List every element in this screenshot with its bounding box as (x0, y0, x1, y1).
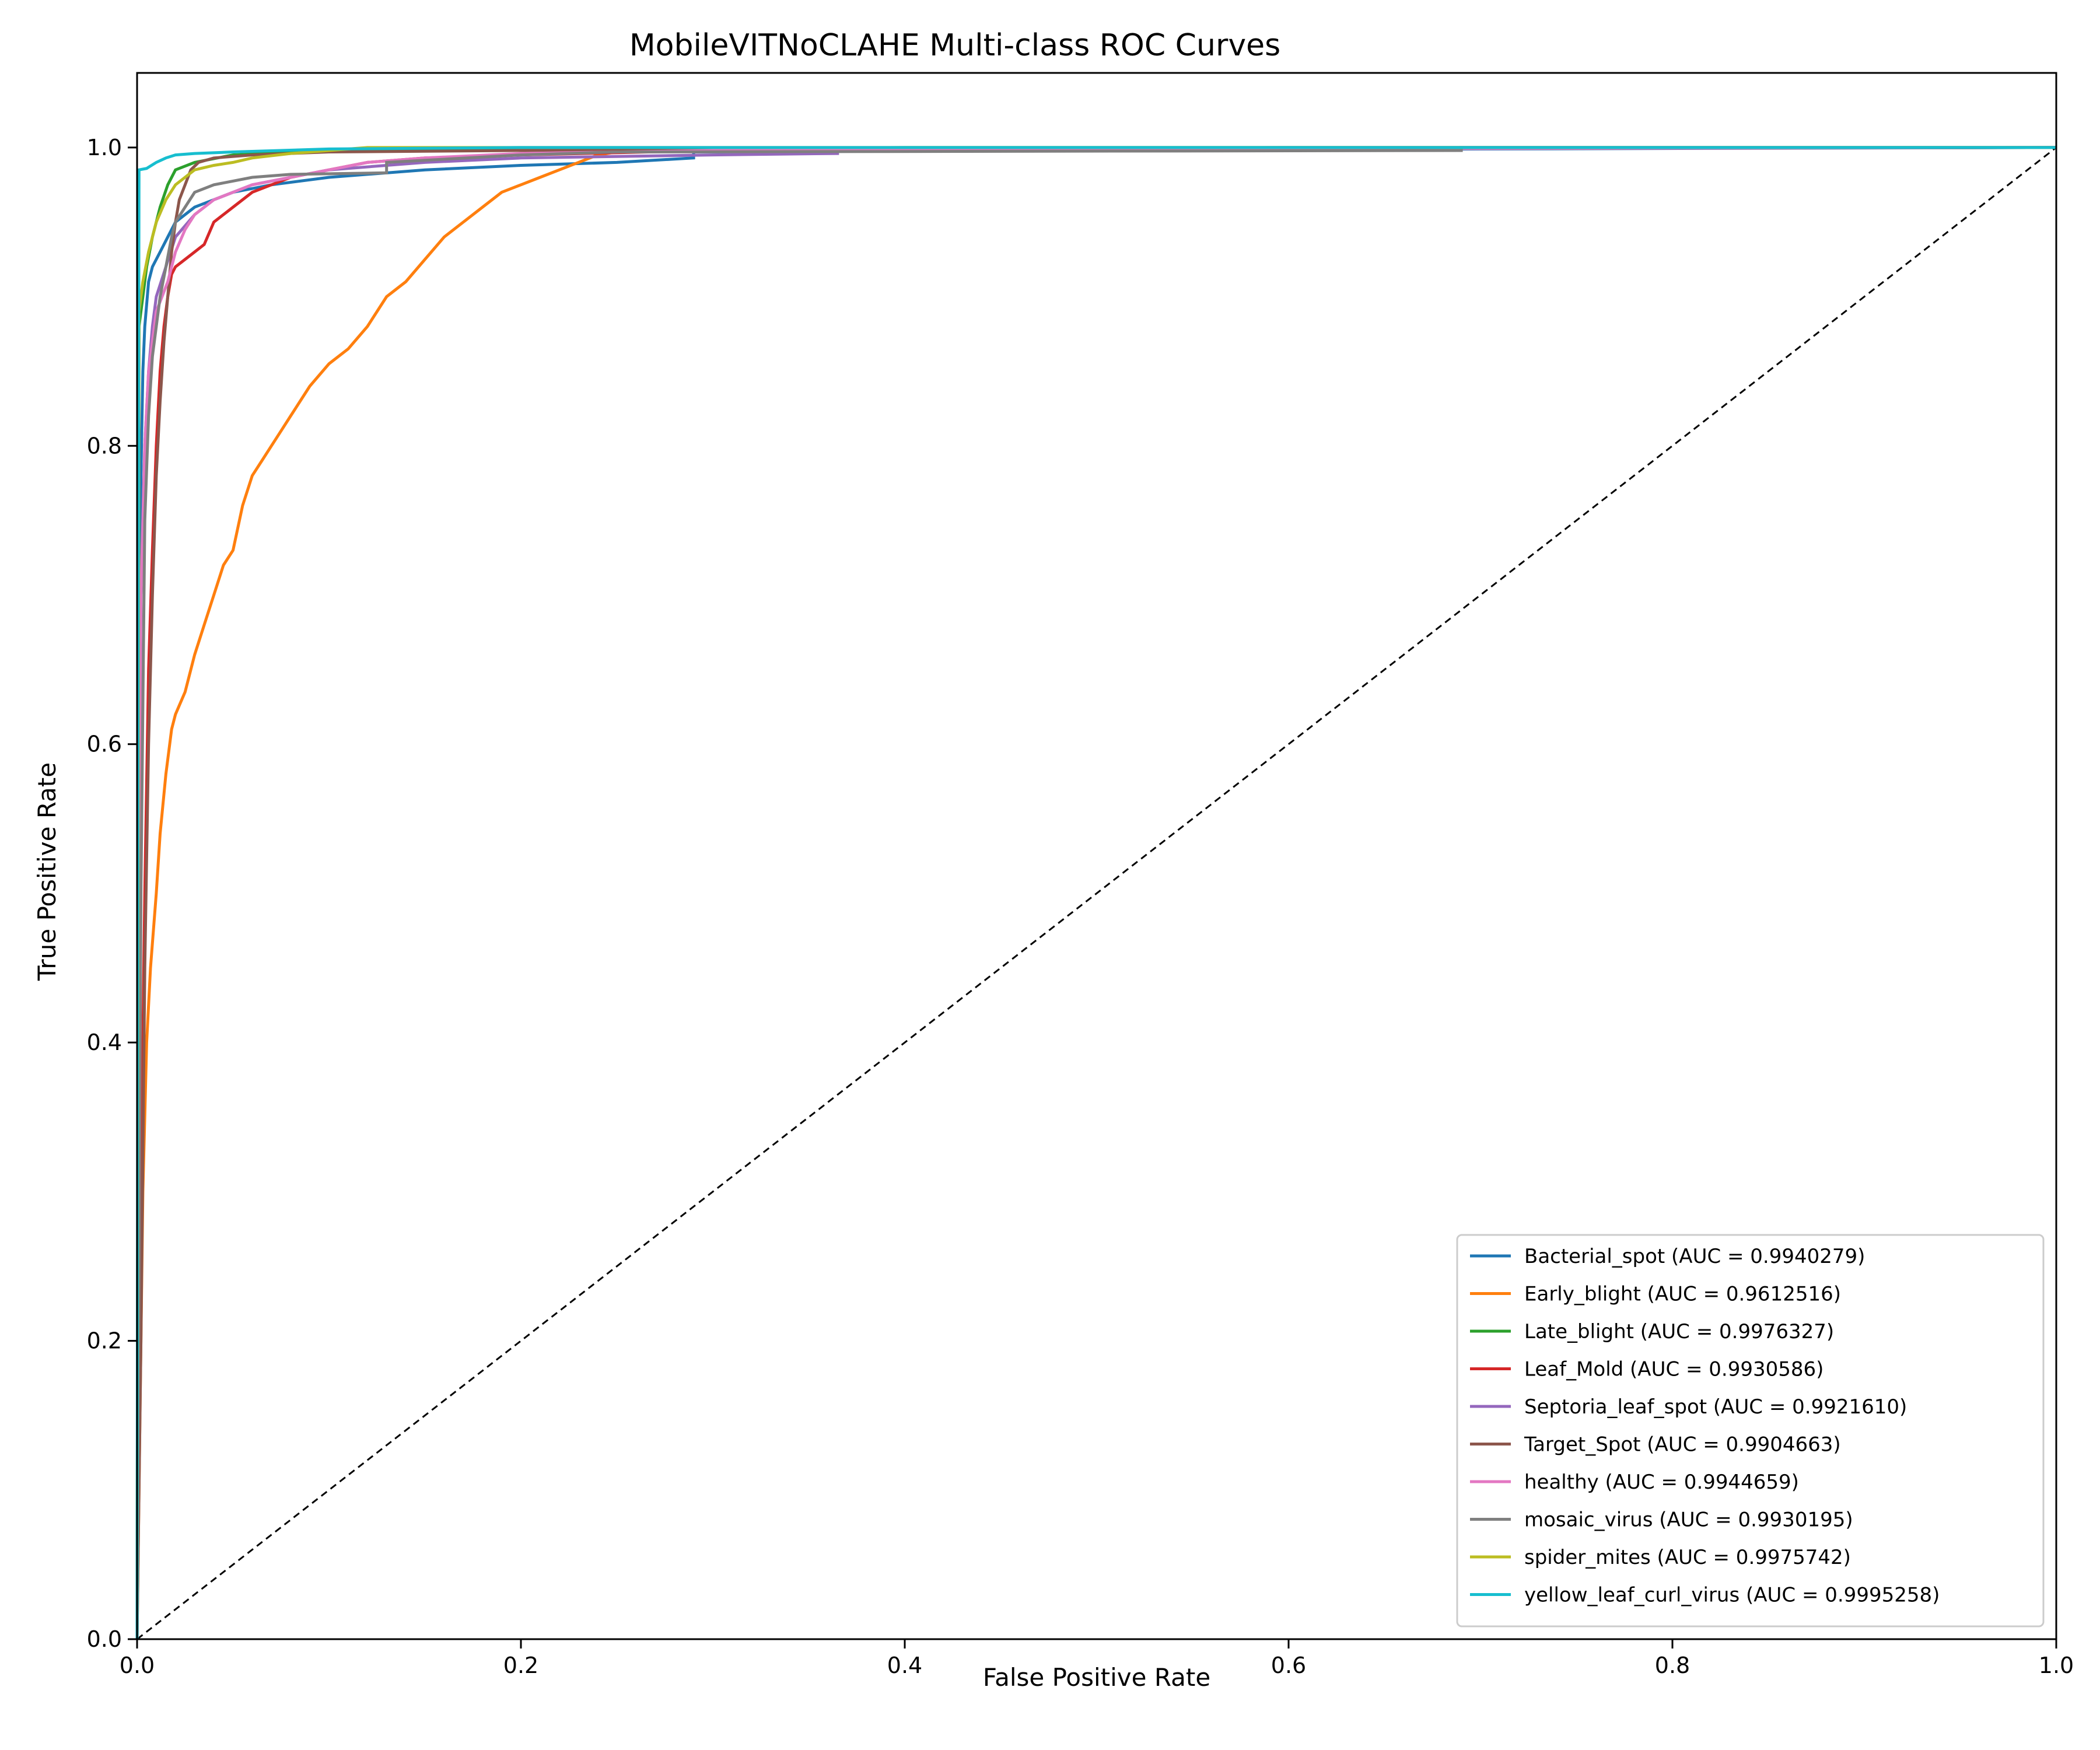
legend-box (1456, 1234, 2045, 1628)
y-tick-label: 0.6 (87, 732, 122, 757)
legend-entry: Late_blight (AUC = 0.9976327) (1524, 1320, 1834, 1343)
roc-curve-9 (135, 146, 2056, 1640)
x-axis-ticks: 0.0 0.2 0.4 0.6 0.8 1.0 (120, 1639, 2074, 1678)
roc-curve-5 (135, 146, 2056, 1640)
y-axis-ticks: 0.0 0.2 0.4 0.6 0.8 1.0 (87, 135, 137, 1652)
roc-curve-2 (135, 146, 2056, 1640)
roc-curve-7 (135, 146, 2056, 1640)
roc-curve-6 (135, 146, 2057, 1640)
y-tick-label: 0.0 (87, 1626, 122, 1652)
y-tick-label: 0.2 (87, 1328, 122, 1354)
legend-entry: yellow_leaf_curl_virus (AUC = 0.9995258) (1524, 1584, 1940, 1607)
x-axis-label: False Positive Rate (983, 1663, 1210, 1692)
roc-curve-1 (135, 146, 2057, 1640)
x-tick-label: 0.4 (887, 1653, 922, 1678)
legend-entry: Early_blight (AUC = 0.9612516) (1524, 1283, 1841, 1306)
axes-frame (136, 72, 2057, 1640)
y-axis-label: True Positive Rate (33, 762, 61, 981)
y-tick-label: 0.4 (87, 1030, 122, 1055)
legend-entry: Target_Spot (AUC = 0.9904663) (1524, 1433, 1841, 1457)
legend-entry: Bacterial_spot (AUC = 0.9940279) (1524, 1245, 1865, 1268)
legend-entry: Leaf_Mold (AUC = 0.9930586) (1524, 1358, 1824, 1381)
x-tick-label: 0.8 (1655, 1653, 1690, 1678)
x-tick-label: 0.0 (120, 1653, 155, 1678)
x-tick-label: 0.6 (1271, 1653, 1306, 1678)
legend-entry: Septoria_leaf_spot (AUC = 0.9921610) (1524, 1395, 1907, 1419)
legend-entry: healthy (AUC = 0.9944659) (1524, 1471, 1799, 1494)
legend-entry: spider_mites (AUC = 0.9975742) (1524, 1546, 1851, 1569)
legend: Bacterial_spot (AUC = 0.9940279) Early_bl… (1456, 1234, 2045, 1628)
chart-title: MobileVITNoCLAHE Multi-class ROC Curves (629, 28, 1280, 63)
legend-entry: mosaic_virus (AUC = 0.9930195) (1524, 1508, 1853, 1532)
y-tick-label: 0.8 (87, 433, 122, 459)
x-tick-label: 0.2 (503, 1653, 538, 1678)
x-tick-label: 1.0 (2039, 1653, 2074, 1678)
y-tick-label: 1.0 (87, 135, 122, 160)
chance-line (136, 146, 2057, 1640)
